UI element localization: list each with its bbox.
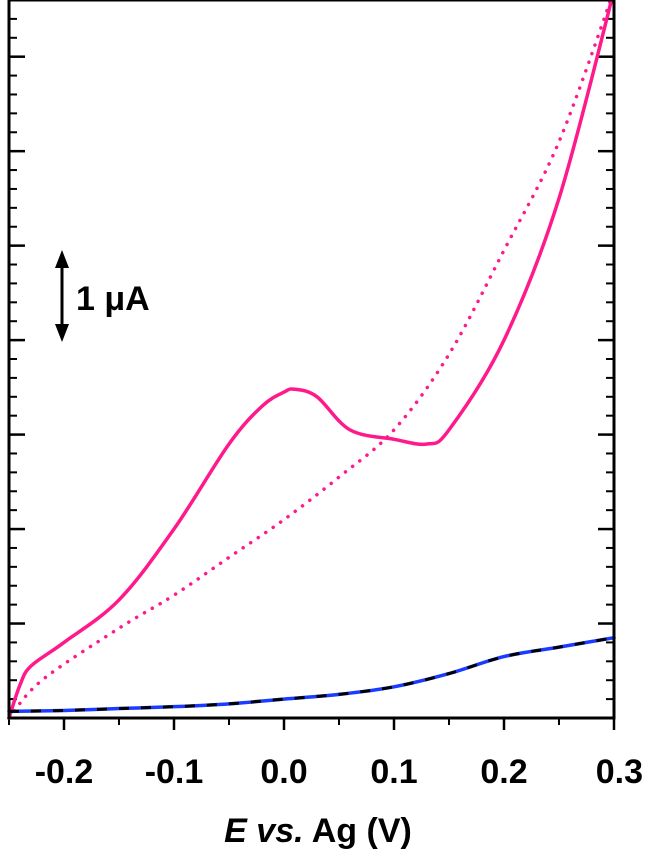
series-line-3 <box>7 635 616 714</box>
series-line-1 <box>7 0 614 720</box>
x-tick-label: 0.2 <box>480 753 527 791</box>
x-tick-label: -0.2 <box>35 753 94 791</box>
x-axis-title: E vs. Ag (V) <box>224 812 412 850</box>
series-line-2 <box>7 0 613 720</box>
series-line-4 <box>8 636 615 713</box>
y-minor-ticks <box>9 17 614 719</box>
scale-bar: 1 μA <box>55 250 150 342</box>
y-major-ticks <box>9 55 614 625</box>
x-tick-label: 0.0 <box>260 753 307 791</box>
scale-bar-arrow-down <box>55 324 69 342</box>
x-tick-labels: -0.2 -0.1 0.0 0.1 0.2 0.3 <box>35 753 643 791</box>
x-axis-title-rest: Ag (V) <box>312 812 412 850</box>
scale-bar-label: 1 μA <box>76 280 150 318</box>
x-tick-label: 0.3 <box>596 753 643 791</box>
x-ticks <box>8 718 616 730</box>
x-tick-label: 0.1 <box>370 753 417 791</box>
scale-bar-arrow-up <box>55 250 69 268</box>
series-layer <box>7 0 616 720</box>
plot-frame <box>7 0 616 720</box>
x-tick-label: -0.1 <box>145 753 204 791</box>
x-axis-title-italic: E vs. <box>224 812 303 850</box>
